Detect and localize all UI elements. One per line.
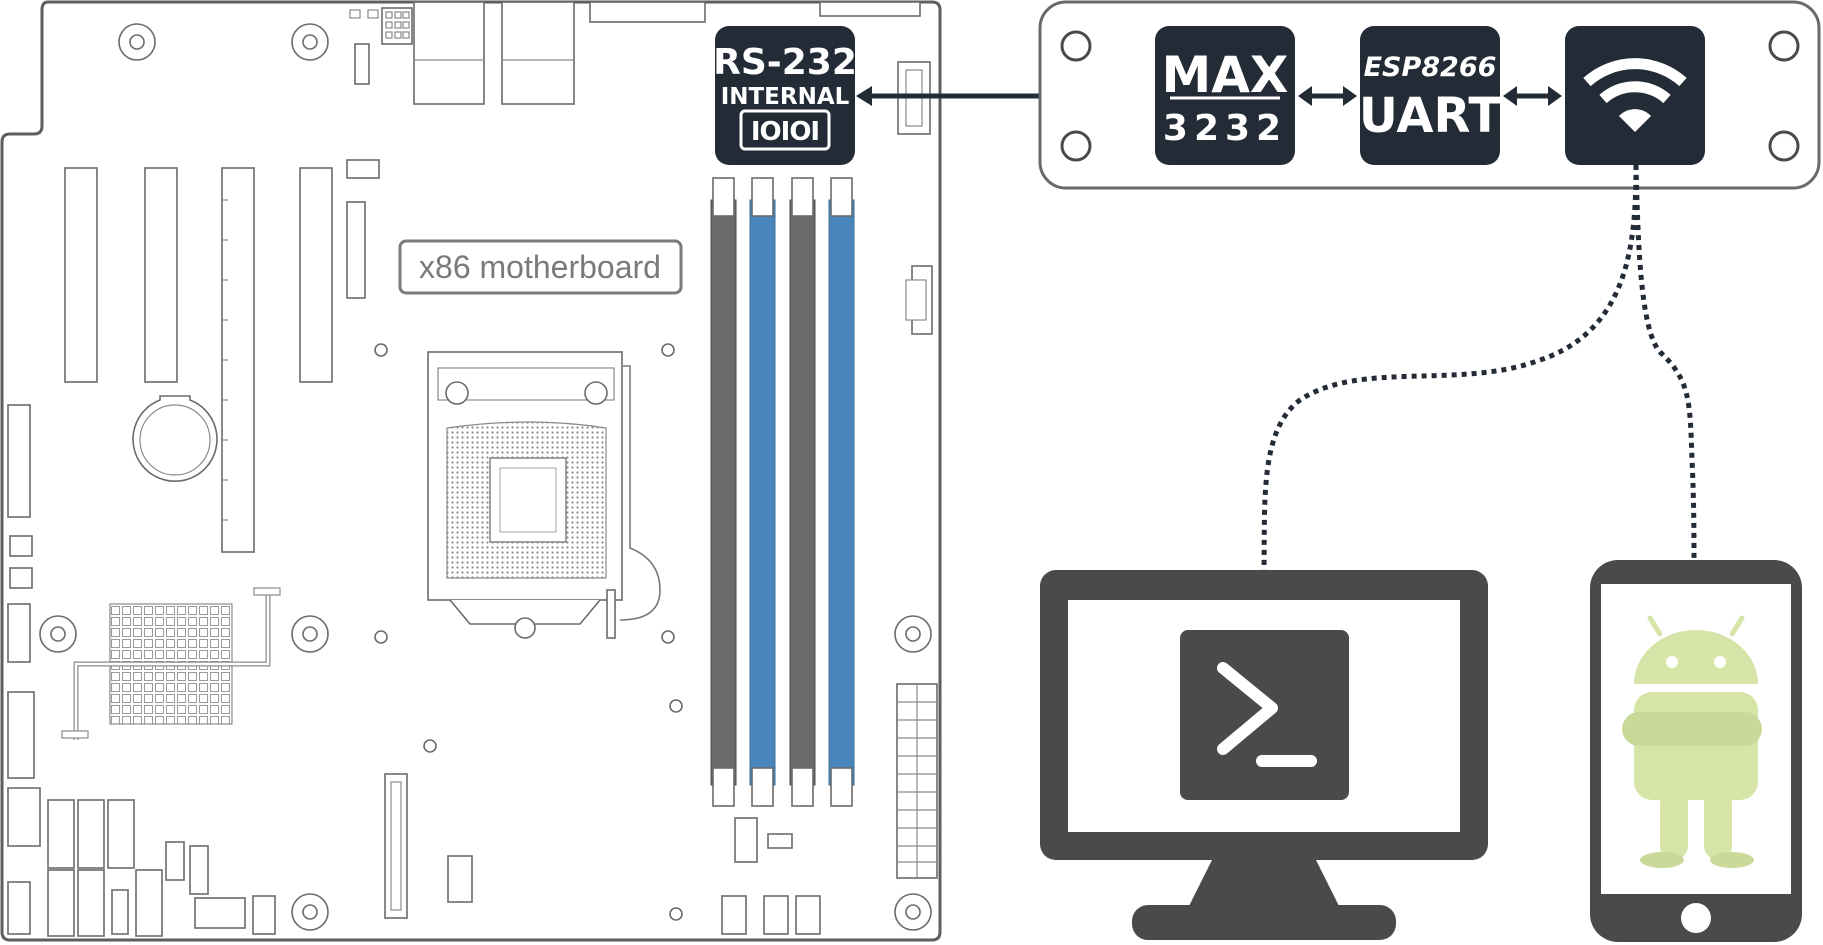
pcie-slots <box>64 167 333 553</box>
max3232-chip: MAX 3232 <box>1155 26 1295 165</box>
esp8266-uart-label: UART <box>1359 88 1501 144</box>
chipset-heatsink <box>61 587 281 740</box>
ram-slots <box>710 177 855 807</box>
wifi-link-desktop <box>1261 164 1639 571</box>
serial-port-pins: IOIOI <box>751 117 819 147</box>
wifi-link-phone <box>1633 164 1697 563</box>
motherboard: x86 motherboard <box>0 0 942 942</box>
sata-ports <box>47 773 821 937</box>
adapter-board: MAX 3232 ESP8266 UART <box>1038 0 1821 190</box>
wifi-icon <box>1583 58 1687 132</box>
max3232-title: MAX <box>1161 46 1288 104</box>
right-connectors <box>734 265 938 879</box>
motherboard-label: x86 motherboard <box>419 249 661 285</box>
rs232-subtitle: INTERNAL <box>721 84 850 110</box>
mounting-holes <box>39 23 932 931</box>
smartphone <box>1590 560 1802 942</box>
left-headers <box>7 159 380 935</box>
link-max-esp <box>1298 86 1357 106</box>
link-esp-wifi <box>1503 86 1562 106</box>
cmos-battery <box>132 395 218 483</box>
desktop-monitor <box>1040 570 1488 940</box>
rs232-title: RS-232 <box>713 42 857 83</box>
motherboard-label-box: x86 motherboard <box>398 239 683 295</box>
wireless-links <box>1261 164 1697 571</box>
terminal-prompt-icon <box>1180 630 1349 800</box>
esp8266-chip: ESP8266 UART <box>1359 26 1501 165</box>
cpu-socket <box>427 351 661 639</box>
max3232-part-number: 3232 <box>1163 108 1287 149</box>
wifi-module <box>1565 26 1705 165</box>
serial-port-icon <box>739 109 831 151</box>
android-robot-icon <box>1622 615 1762 868</box>
rs232-internal-module: RS-232 INTERNAL IOIOI <box>713 26 857 165</box>
esp8266-title: ESP8266 <box>1364 52 1497 83</box>
